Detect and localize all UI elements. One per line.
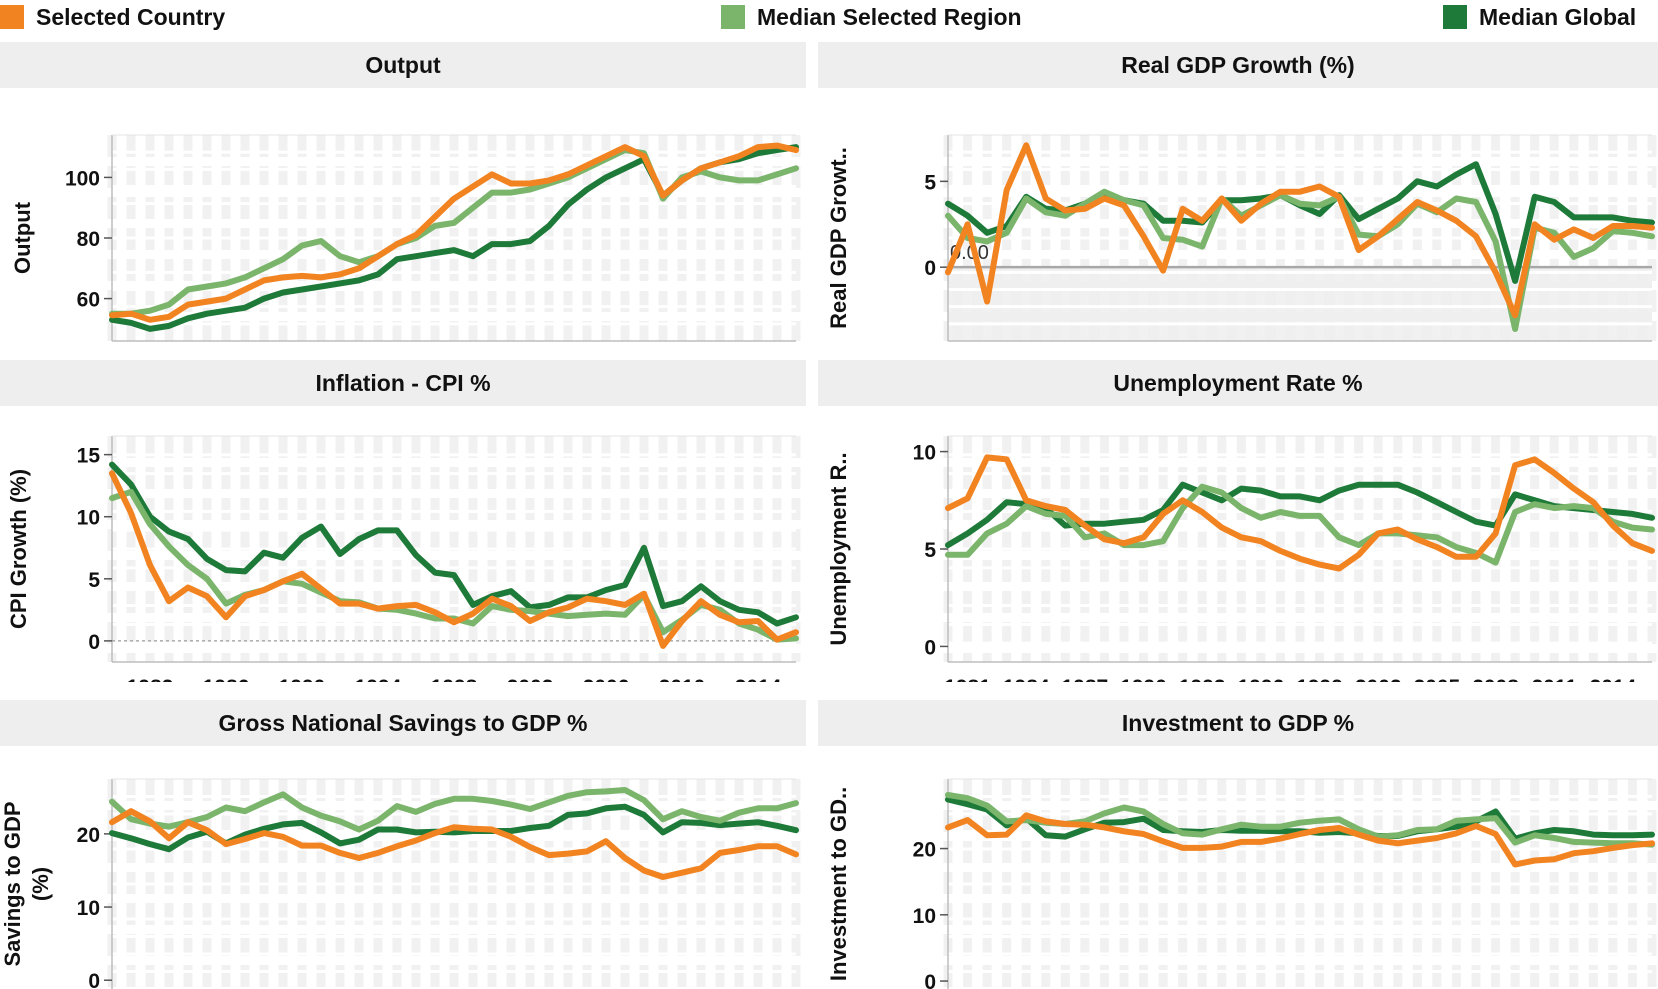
grid-pattern (943, 436, 1657, 662)
grid-pattern (107, 135, 801, 341)
x-tick-label: 2008 (1472, 676, 1519, 682)
y-axis-title: CPI Growth (%) (6, 469, 31, 629)
x-tick-label: 1981 (944, 676, 991, 682)
x-tick-label: 1998 (431, 676, 478, 682)
x-tick-label: 1990 (279, 676, 326, 682)
x-tick-label: 1996 (1238, 676, 1285, 682)
x-tick-label: 2006 (583, 676, 630, 682)
series-line-selected-country (945, 812, 1655, 868)
panel-inflation-cpi: Inflation - CPI % 0 5 10 15 1982 1986 1990 1994… (0, 360, 806, 682)
y-tick-label: 0 (924, 636, 936, 659)
x-tick-label: 2014 (735, 676, 782, 682)
series-line-selected-country (109, 142, 799, 323)
grid-pattern (943, 779, 1657, 989)
legend-label: Median Global (1479, 3, 1637, 30)
series-line-selected-country (109, 470, 799, 649)
series-line-median-global (109, 461, 799, 627)
y-tick-label: 60 (77, 289, 100, 312)
chart-inflation-cpi: 0 5 10 15 1982 1986 1990 1994 1998 2002 2006 2010 20… (6, 435, 801, 682)
x-tick-label: 2002 (507, 676, 554, 682)
y-tick-label: 10 (77, 507, 100, 530)
x-tick-label: 1987 (1062, 676, 1109, 682)
y-axis-title: Real GDP Growt.. (826, 147, 851, 329)
y-tick-label: 20 (913, 839, 936, 862)
panel-title: Investment to GDP % (818, 700, 1658, 746)
y-tick-label: 0 (88, 631, 100, 654)
chart-unemployment-rate: 0 5 10 1981 1984 1987 1990 1993 1996 1999 2002 2005… (826, 435, 1657, 682)
x-tick-label: 1982 (127, 676, 174, 682)
x-tick-label: 2005 (1414, 676, 1461, 682)
y-tick-label: 10 (77, 897, 100, 920)
legend-swatch (721, 5, 745, 29)
series-line-selected-country (945, 142, 1655, 319)
y-tick-label: 0 (88, 970, 100, 989)
panel-unemployment-rate: Unemployment Rate % 0 5 10 1981 1984 1987 1990… (818, 360, 1658, 682)
chart-real-gdp-growth: 0519811984198719901993199619992002200520… (826, 134, 1657, 342)
panel-real-gdp-growth: Real GDP Growth (%) 05198119841987199019… (818, 42, 1658, 347)
y-tick-label: 0 (924, 971, 936, 989)
legend-swatch (0, 5, 24, 29)
legend-item-median-global[interactable]: Median Global (1443, 4, 1636, 30)
y-tick-label: 15 (77, 445, 101, 468)
x-tick-label: 1990 (1120, 676, 1167, 682)
y-axis-title: Investment to GD.. (826, 787, 851, 981)
y-axis-title-line: Savings to GDP (0, 801, 25, 966)
x-tick-label: 2010 (659, 676, 706, 682)
panel-title: Real GDP Growth (%) (818, 42, 1658, 88)
chart-output: 6080100198219861990199419982002200620102… (10, 134, 801, 342)
panel-output: Output 608010019821986199019941998200220… (0, 42, 806, 347)
y-tick-label: 20 (77, 824, 100, 847)
y-tick-label: 10 (913, 905, 936, 928)
y-tick-label: 0 (924, 257, 936, 280)
y-axis-title: Savings to GDP (%) (0, 801, 53, 966)
panel-title: Output (0, 42, 806, 88)
x-tick-label: 1986 (203, 676, 250, 682)
x-tick-label: 1994 (355, 676, 402, 682)
x-tick-label: 2002 (1355, 676, 1402, 682)
x-tick-label: 2011 (1531, 676, 1577, 682)
y-tick-label: 10 (913, 442, 936, 465)
chart-investment-to-gdp: 0 10 20 Investment to GD.. (826, 778, 1657, 989)
series-line-selected-country (109, 808, 799, 880)
y-axis-title-line: (%) (28, 867, 53, 901)
legend-item-selected-country[interactable]: Selected Country (0, 4, 225, 30)
series-line-median-selected-region (945, 483, 1655, 566)
legend-label: Selected Country (36, 3, 226, 30)
y-tick-label: 5 (924, 171, 936, 194)
legend-item-median-selected-region[interactable]: Median Selected Region (721, 4, 1022, 30)
legend: Selected Country Median Selected Region … (0, 0, 1658, 32)
chart-gross-national-savings: 0 10 20 Savings to GDP (%) (0, 778, 801, 989)
x-tick-label: 1984 (1003, 676, 1050, 682)
x-tick-label: 1999 (1296, 676, 1343, 682)
x-tick-label: 2014 (1590, 676, 1637, 682)
series-line-selected-country (945, 454, 1655, 572)
series-line-median-global (945, 481, 1655, 549)
y-axis-title: Unemployment R.. (826, 452, 851, 645)
y-tick-label: 100 (65, 167, 100, 190)
x-tick-label: 1993 (1179, 676, 1226, 682)
series-line-median-selected-region (109, 787, 799, 833)
legend-label: Median Selected Region (757, 3, 1022, 30)
grid-pattern (943, 135, 1657, 341)
panel-investment-to-gdp: Investment to GDP % 0 10 20 Investment to G… (818, 700, 1658, 989)
panel-title: Unemployment Rate % (818, 360, 1658, 406)
panel-title: Gross National Savings to GDP % (0, 700, 806, 746)
y-axis-title: Output (10, 201, 35, 274)
panel-title: Inflation - CPI % (0, 360, 806, 406)
y-tick-label: 5 (924, 539, 936, 562)
y-tick-label: 80 (77, 228, 100, 251)
y-tick-label: 5 (88, 569, 100, 592)
panel-gross-national-savings: Gross National Savings to GDP % 0 10 20 Sav… (0, 700, 806, 989)
legend-swatch (1443, 5, 1467, 29)
